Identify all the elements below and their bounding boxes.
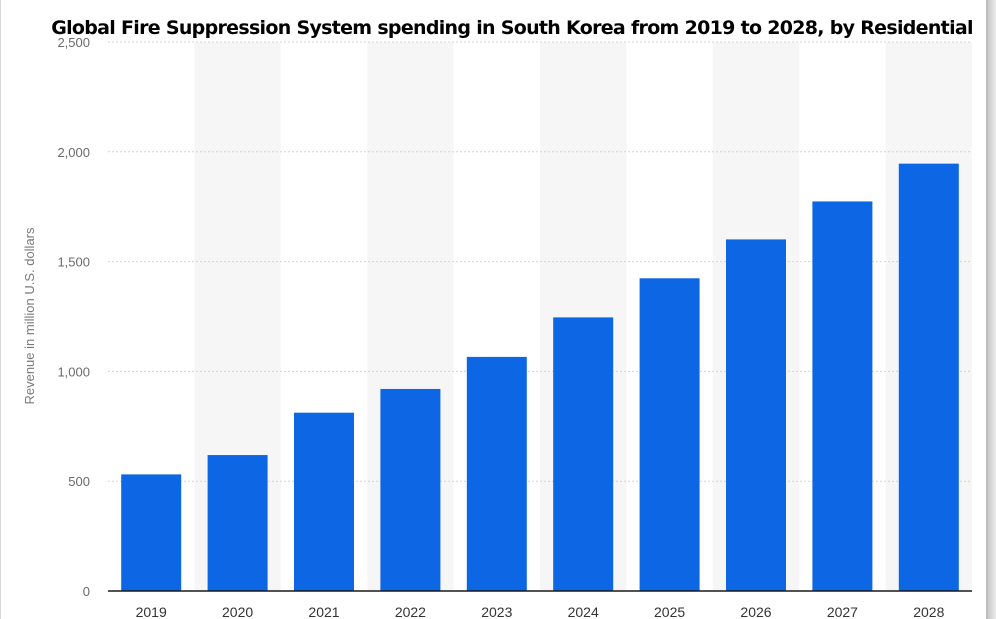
frame-shadow bbox=[988, 0, 996, 619]
bar bbox=[812, 201, 873, 591]
y-axis-label: Revenue in million U.S. dollars bbox=[22, 227, 37, 405]
y-tick-label: 1,000 bbox=[57, 364, 90, 379]
y-tick-label: 0 bbox=[83, 584, 90, 599]
x-tick-label: 2022 bbox=[395, 604, 426, 619]
x-tick-label: 2020 bbox=[222, 604, 253, 619]
y-axis-ticks: 0 500 1,000 1,500 2,000 2,500 bbox=[57, 35, 90, 599]
x-tick-label: 2025 bbox=[654, 604, 685, 619]
bar bbox=[294, 412, 354, 591]
x-tick-label: 2027 bbox=[827, 604, 858, 619]
y-tick-label: 2,500 bbox=[57, 35, 90, 50]
x-tick-label: 2028 bbox=[913, 604, 944, 619]
x-tick-label: 2023 bbox=[481, 604, 512, 619]
bar bbox=[121, 474, 182, 591]
x-tick-label: 2024 bbox=[568, 604, 599, 619]
bar bbox=[639, 278, 700, 591]
bars bbox=[121, 163, 959, 592]
bar bbox=[380, 388, 441, 591]
x-tick-label: 2021 bbox=[308, 604, 339, 619]
y-tick-label: 1,500 bbox=[57, 255, 90, 270]
bar bbox=[726, 239, 786, 591]
x-axis-ticks: 2019 2020 2021 2022 2023 2024 2025 2026 2027 2028 bbox=[136, 604, 945, 619]
bar bbox=[207, 455, 268, 591]
bar bbox=[466, 356, 527, 591]
chart-title: Global Fire Suppression System spending … bbox=[51, 17, 973, 39]
y-tick-label: 500 bbox=[68, 474, 90, 489]
x-tick-label: 2026 bbox=[740, 604, 771, 619]
bar bbox=[553, 317, 614, 591]
x-tick-label: 2019 bbox=[136, 604, 167, 619]
bar bbox=[898, 163, 959, 592]
y-tick-label: 2,000 bbox=[57, 145, 90, 160]
